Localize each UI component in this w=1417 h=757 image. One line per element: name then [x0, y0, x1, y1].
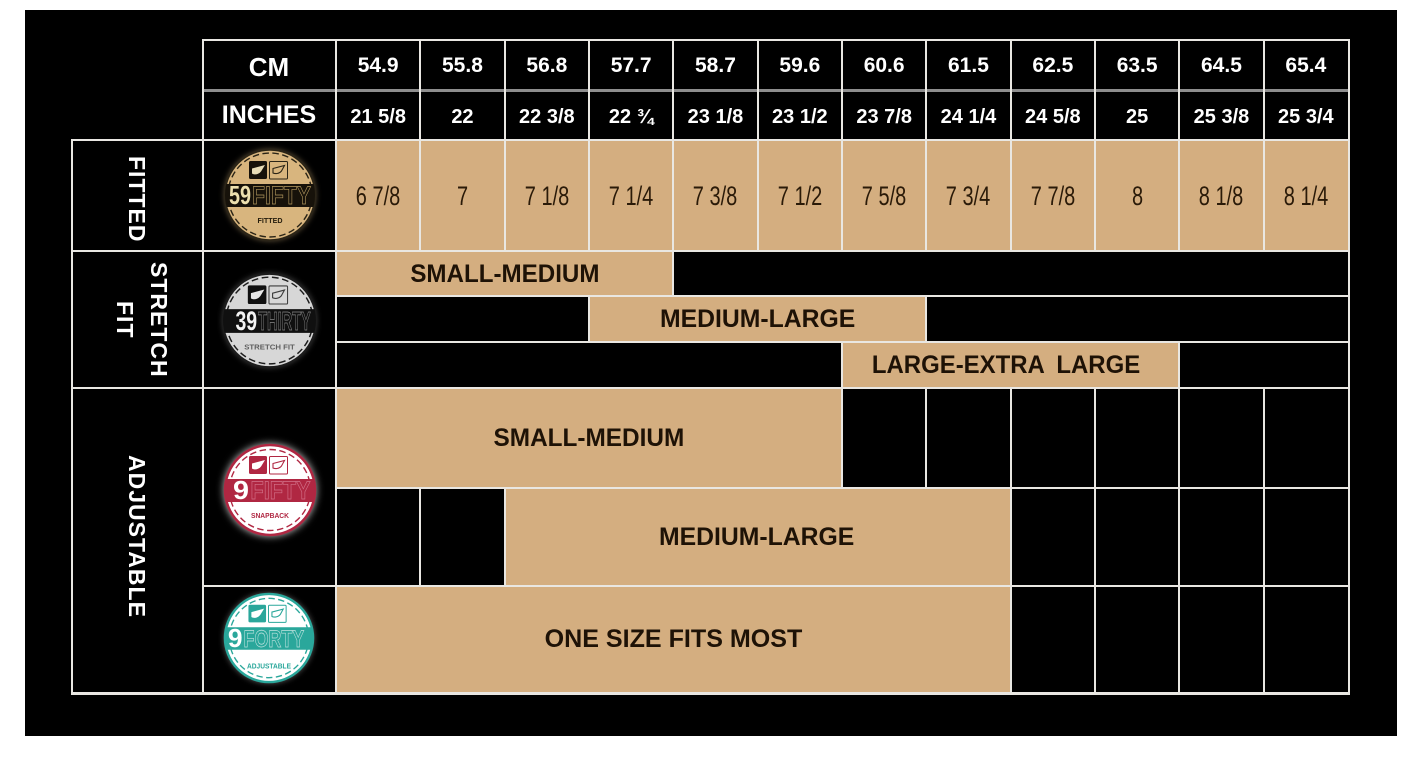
- svg-text:9: 9: [233, 475, 249, 505]
- svg-text:FIFTY: FIFTY: [251, 477, 311, 505]
- svg-text:FITTED: FITTED: [258, 216, 284, 225]
- svg-text:SNAPBACK: SNAPBACK: [251, 511, 290, 520]
- svg-text:9: 9: [228, 625, 243, 653]
- svg-text:FIFTY: FIFTY: [252, 182, 311, 210]
- svg-text:FORTY: FORTY: [244, 626, 305, 653]
- svg-text:ADJUSTABLE: ADJUSTABLE: [247, 661, 291, 670]
- svg-text:THIRTY: THIRTY: [258, 308, 311, 336]
- svg-text:STRETCH FIT: STRETCH FIT: [244, 342, 295, 351]
- svg-text:59: 59: [229, 180, 251, 210]
- svg-text:39: 39: [235, 306, 257, 336]
